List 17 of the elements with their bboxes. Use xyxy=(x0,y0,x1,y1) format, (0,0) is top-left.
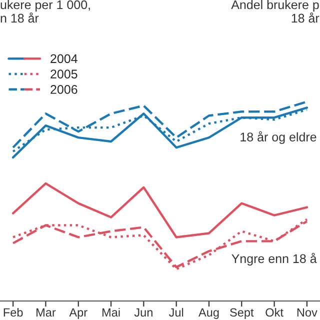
x-tick-label: Mai xyxy=(102,308,120,317)
x-tick-label: Apr xyxy=(69,308,88,319)
x-tick-label: Feb xyxy=(4,308,23,317)
x-tick-label: Aug xyxy=(198,308,219,319)
legend-label: 2004 xyxy=(50,54,78,64)
x-tick-label: Jul xyxy=(168,308,184,317)
legend-label: 2005 xyxy=(50,70,78,78)
x-tick-label: Jun xyxy=(134,308,152,317)
x-tick-label: Okt xyxy=(266,308,284,317)
chart-subtitle: Andel brukere p 18 år xyxy=(231,0,320,23)
x-tick-label: Nov xyxy=(297,308,318,317)
legend-label: 2006 xyxy=(50,85,78,94)
annotation: Yngre enn 18 å xyxy=(232,252,317,266)
x-tick-label: Mar xyxy=(36,308,56,317)
x-tick-label: Sept xyxy=(230,308,254,319)
annotation: 18 år og eldre xyxy=(240,131,316,144)
chart-title: ukere per 1 000, n 18 år xyxy=(0,0,90,23)
